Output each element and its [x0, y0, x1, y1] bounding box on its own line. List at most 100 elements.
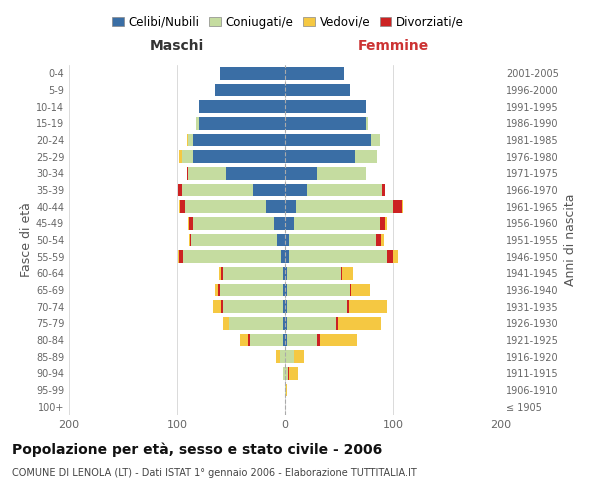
Bar	[266, 200, 285, 213]
Bar	[320, 334, 358, 346]
Bar	[193, 150, 285, 163]
Bar	[193, 217, 274, 230]
Text: Popolazione per età, sesso e stato civile - 2006: Popolazione per età, sesso e stato civil…	[12, 442, 382, 457]
Bar	[386, 250, 393, 263]
Bar	[351, 284, 370, 296]
Bar	[317, 167, 366, 179]
Bar	[385, 217, 386, 230]
Bar	[280, 350, 285, 363]
Bar	[281, 250, 285, 263]
Bar	[179, 200, 180, 213]
Bar	[277, 234, 285, 246]
Bar	[199, 117, 285, 130]
Bar	[366, 117, 368, 130]
Text: Maschi: Maschi	[150, 40, 204, 54]
Bar	[248, 334, 250, 346]
Bar	[289, 234, 376, 246]
Bar	[189, 234, 190, 246]
Y-axis label: Anni di nascita: Anni di nascita	[564, 194, 577, 286]
Bar	[317, 334, 320, 346]
Bar	[220, 67, 285, 80]
Bar	[285, 284, 287, 296]
Bar	[223, 300, 283, 313]
Bar	[187, 167, 188, 179]
Bar	[285, 84, 350, 96]
Bar	[190, 234, 191, 246]
Bar	[285, 217, 293, 230]
Bar	[287, 284, 350, 296]
Text: Femmine: Femmine	[358, 40, 428, 54]
Bar	[376, 234, 381, 246]
Bar	[182, 150, 193, 163]
Bar	[219, 267, 221, 280]
Bar	[212, 300, 221, 313]
Bar	[215, 84, 285, 96]
Bar	[287, 267, 341, 280]
Bar	[341, 267, 342, 280]
Bar	[215, 284, 218, 296]
Bar	[293, 217, 380, 230]
Bar	[401, 200, 403, 213]
Bar	[283, 317, 285, 330]
Bar	[393, 200, 401, 213]
Bar	[347, 300, 349, 313]
Bar	[178, 250, 179, 263]
Bar	[285, 184, 307, 196]
Bar	[191, 234, 277, 246]
Bar	[285, 150, 355, 163]
Bar	[381, 234, 385, 246]
Bar	[188, 134, 193, 146]
Bar	[193, 134, 285, 146]
Bar	[288, 367, 289, 380]
Bar	[285, 334, 287, 346]
Bar	[285, 384, 286, 396]
Bar	[283, 284, 285, 296]
Bar	[285, 117, 366, 130]
Bar	[283, 300, 285, 313]
Bar	[221, 267, 223, 280]
Bar	[274, 217, 285, 230]
Bar	[239, 334, 248, 346]
Bar	[221, 300, 223, 313]
Bar	[355, 150, 377, 163]
Bar	[226, 167, 285, 179]
Text: COMUNE DI LENOLA (LT) - Dati ISTAT 1° gennaio 2006 - Elaborazione TUTTITALIA.IT: COMUNE DI LENOLA (LT) - Dati ISTAT 1° ge…	[12, 468, 417, 477]
Bar	[285, 250, 289, 263]
Bar	[349, 300, 386, 313]
Bar	[350, 284, 351, 296]
Bar	[179, 150, 182, 163]
Bar	[307, 184, 382, 196]
Legend: Celibi/Nubili, Coniugati/e, Vedovi/e, Divorziati/e: Celibi/Nubili, Coniugati/e, Vedovi/e, Di…	[107, 11, 469, 34]
Bar	[289, 250, 386, 263]
Bar	[218, 284, 220, 296]
Bar	[286, 384, 287, 396]
Bar	[220, 284, 283, 296]
Bar	[196, 117, 199, 130]
Bar	[285, 317, 287, 330]
Bar	[179, 250, 184, 263]
Bar	[187, 134, 188, 146]
Bar	[184, 250, 281, 263]
Bar	[182, 184, 253, 196]
Bar	[223, 317, 229, 330]
Bar	[283, 367, 285, 380]
Bar	[180, 200, 185, 213]
Bar	[285, 350, 293, 363]
Bar	[287, 334, 317, 346]
Bar	[287, 317, 336, 330]
Bar	[285, 167, 317, 179]
Bar	[285, 267, 287, 280]
Bar	[285, 367, 288, 380]
Bar	[287, 300, 347, 313]
Bar	[382, 184, 385, 196]
Bar	[338, 317, 381, 330]
Bar	[283, 267, 285, 280]
Bar	[277, 350, 280, 363]
Bar	[336, 317, 338, 330]
Bar	[185, 200, 266, 213]
Bar	[253, 184, 285, 196]
Bar	[285, 134, 371, 146]
Bar	[188, 167, 226, 179]
Bar	[285, 67, 344, 80]
Bar	[229, 317, 283, 330]
